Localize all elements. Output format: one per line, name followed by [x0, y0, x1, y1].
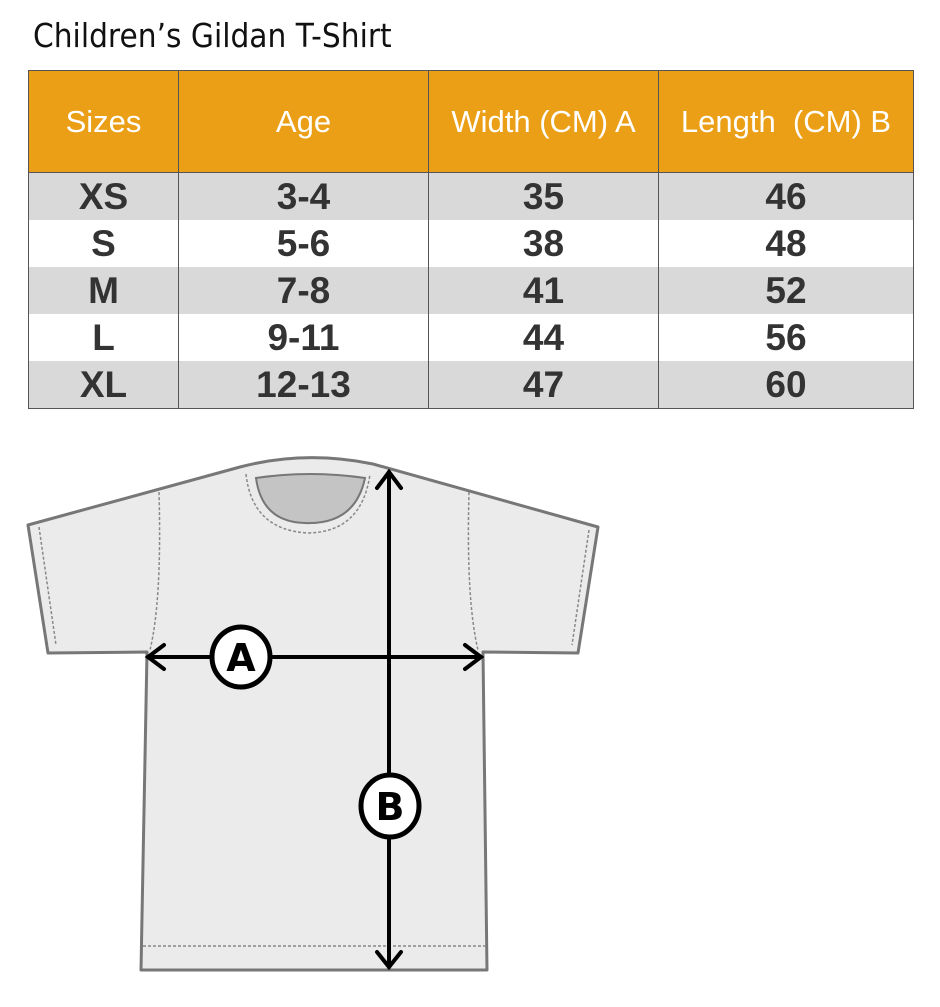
neckline-inner: [254, 473, 367, 525]
cell-width: 47: [428, 361, 659, 409]
size-chart-table: Sizes Age Width (CM) A Length (CM) B XS 3…: [28, 70, 914, 409]
cell-length: 46: [658, 172, 914, 220]
cell-length: 60: [658, 361, 914, 409]
measure-arrows: [144, 468, 485, 971]
cell-length: 56: [658, 314, 914, 361]
cell-width: 44: [428, 314, 659, 361]
tshirt-outline: [26, 456, 600, 972]
cell-size: M: [28, 267, 179, 314]
cell-age: 3-4: [178, 172, 429, 220]
label-b-badge: B: [358, 772, 422, 840]
cell-age: 9-11: [178, 314, 429, 361]
cell-age: 12-13: [178, 361, 429, 409]
cell-size: S: [28, 220, 179, 267]
label-a: A: [226, 636, 256, 680]
cell-length: 48: [658, 220, 914, 267]
label-b: B: [376, 785, 405, 829]
cell-length: 52: [658, 267, 914, 314]
table-row: L 9-11 44 56: [28, 314, 914, 361]
collar-stitch: [245, 473, 371, 534]
cell-width: 38: [428, 220, 659, 267]
table-row: XL 12-13 47 60: [28, 361, 914, 409]
page-title: Children’s Gildan T-Shirt: [33, 16, 392, 55]
table-header-row: Sizes Age Width (CM) A Length (CM) B: [28, 70, 914, 173]
label-a-badge: A: [209, 624, 273, 690]
header-width: Width (CM) A: [428, 70, 659, 173]
cell-age: 7-8: [178, 267, 429, 314]
table-row: XS 3-4 35 46: [28, 172, 914, 220]
cell-size: XL: [28, 361, 179, 409]
table-row: M 7-8 41 52: [28, 267, 914, 314]
cell-width: 41: [428, 267, 659, 314]
seam-stitches: [38, 491, 590, 947]
header-age: Age: [178, 70, 429, 173]
header-length: Length (CM) B: [658, 70, 914, 173]
cell-size: L: [28, 314, 179, 361]
cell-width: 35: [428, 172, 659, 220]
cell-age: 5-6: [178, 220, 429, 267]
cell-size: XS: [28, 172, 179, 220]
header-sizes: Sizes: [28, 70, 179, 173]
table-row: S 5-6 38 48: [28, 220, 914, 267]
